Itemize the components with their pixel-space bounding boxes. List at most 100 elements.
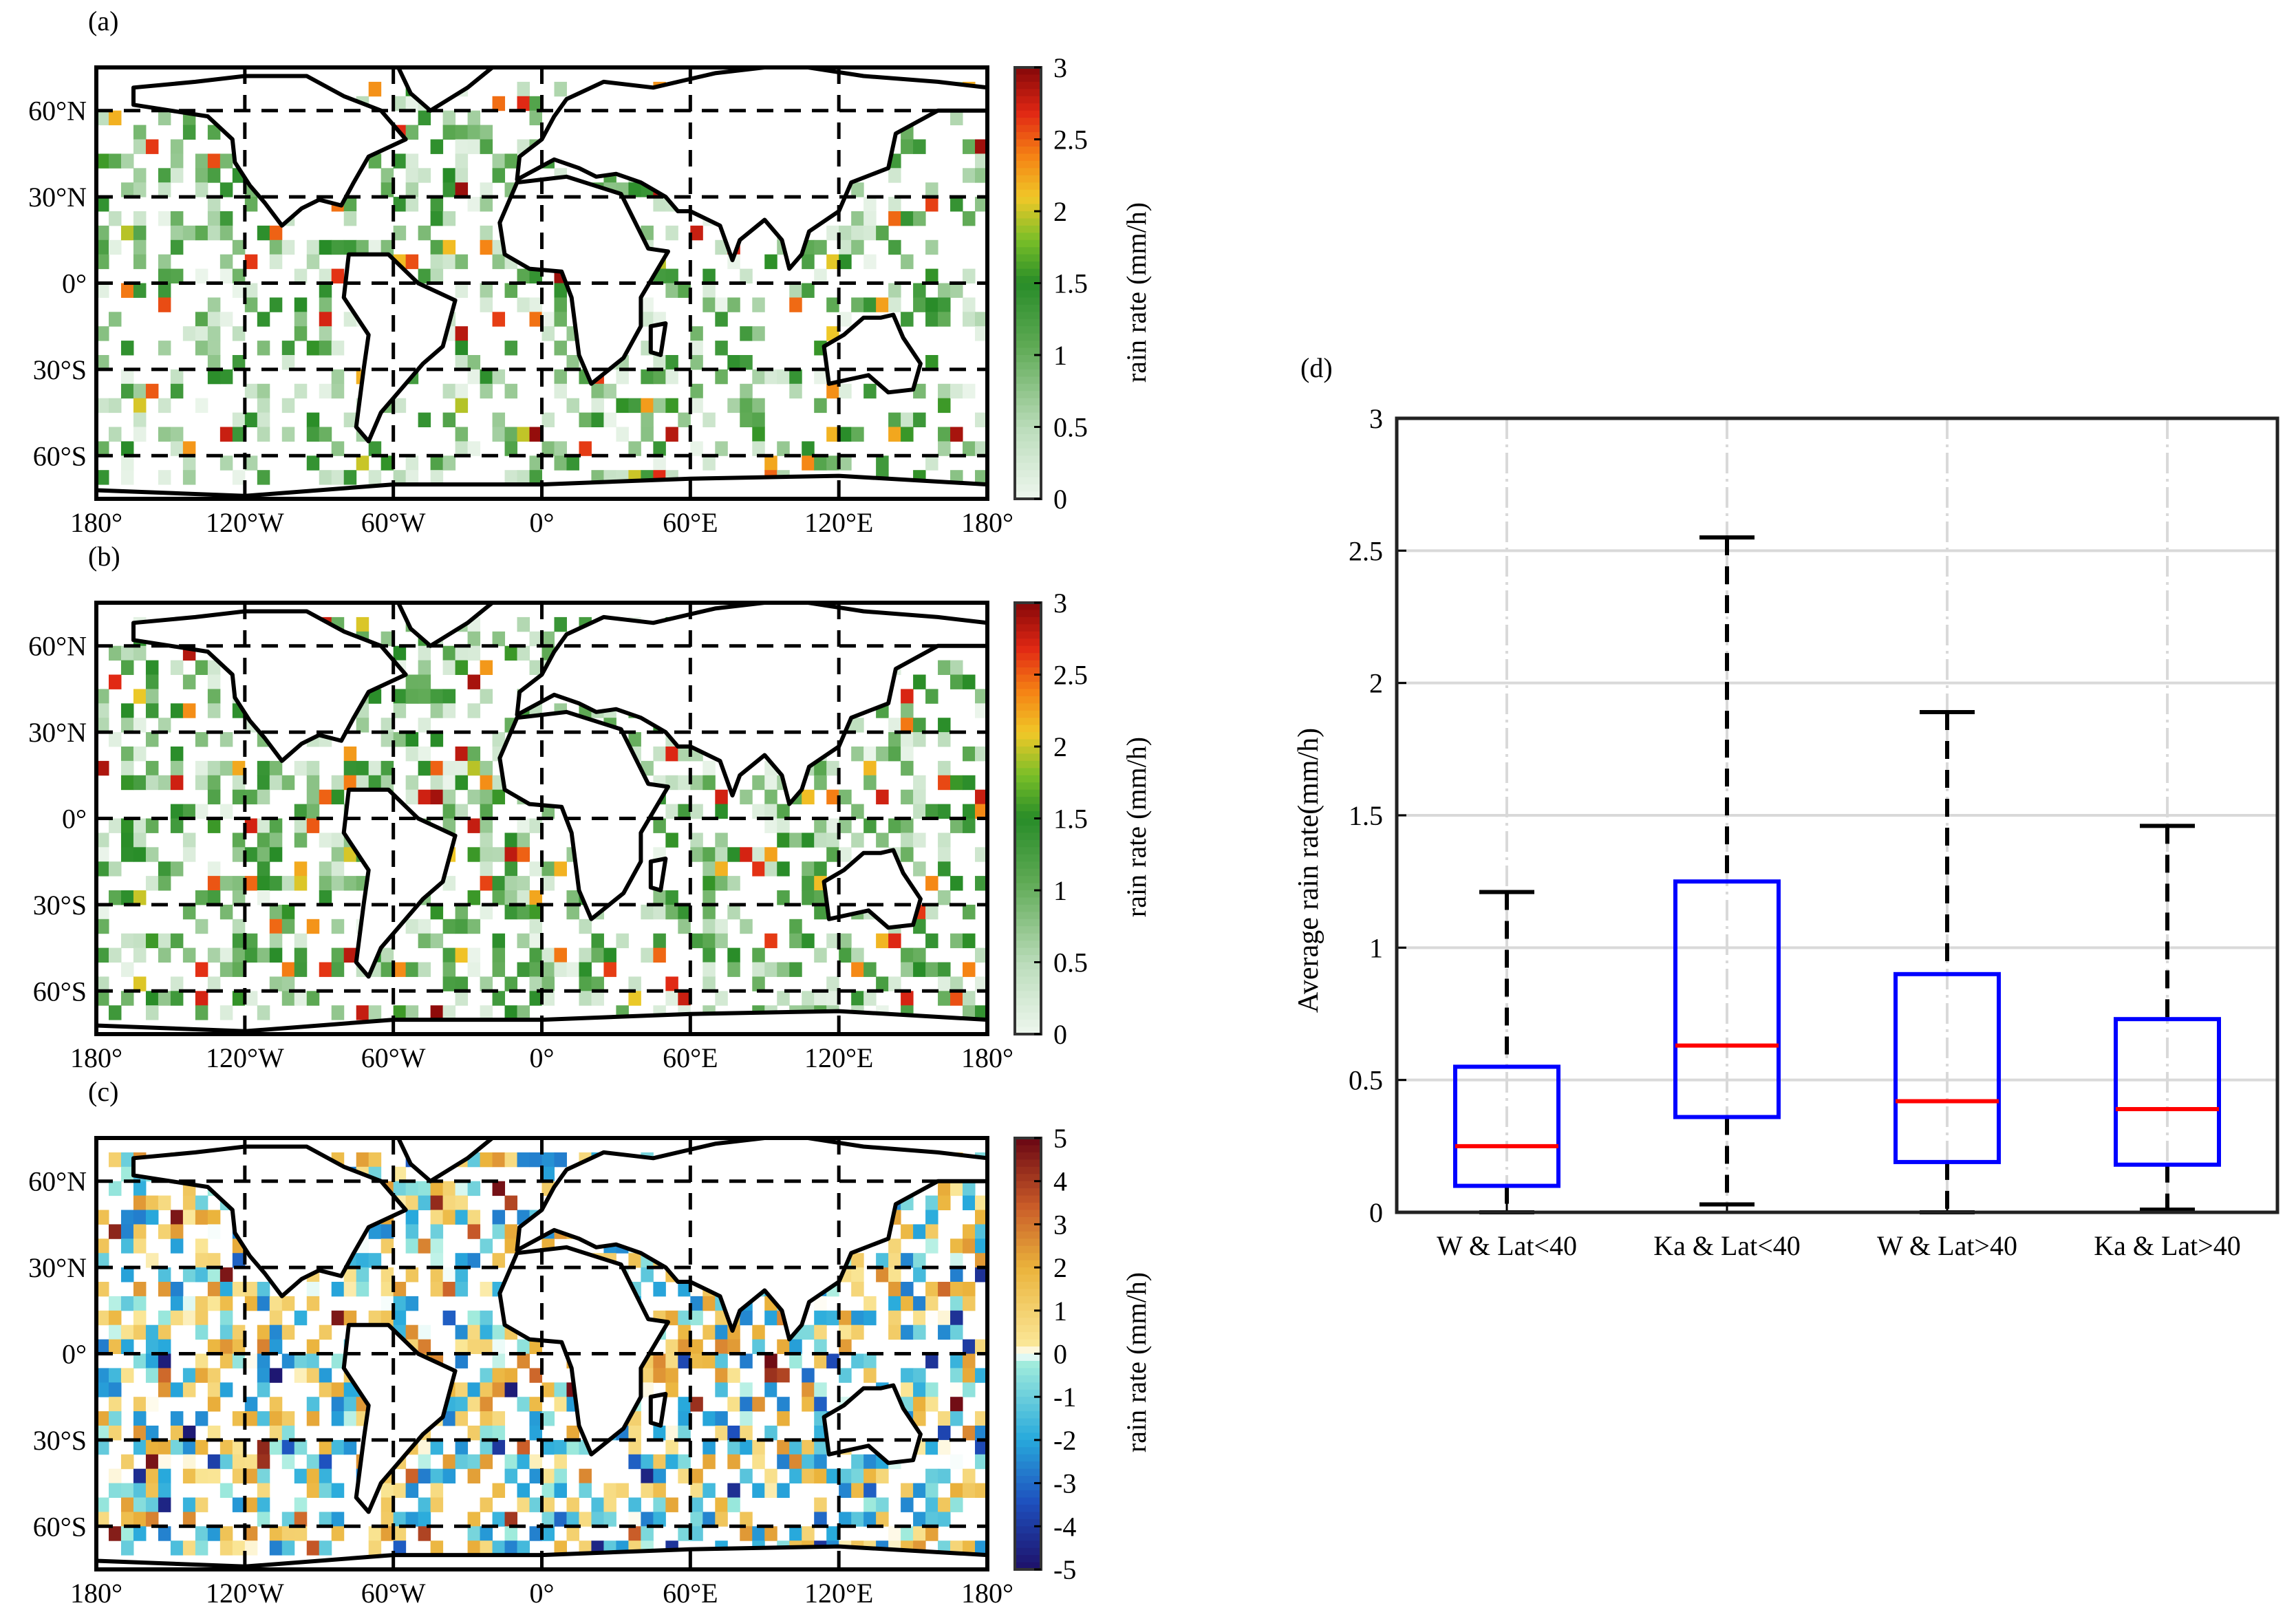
map-cell (331, 1397, 345, 1412)
colorbar-segment (1015, 1145, 1041, 1153)
map-cell (975, 804, 987, 819)
map-cell (96, 1426, 109, 1441)
map-cell (826, 455, 839, 471)
map-cell (839, 789, 852, 805)
map-cell (876, 1253, 889, 1268)
map-cell (207, 947, 221, 963)
colorbar-segment (1015, 448, 1041, 457)
map-cell (232, 933, 246, 949)
map-cell (244, 197, 258, 212)
map-cell (727, 1439, 740, 1455)
map-cell (678, 804, 691, 819)
map-cell (281, 919, 295, 934)
colorbar-segment (1015, 732, 1041, 740)
map-cell (938, 962, 951, 977)
map-cell (195, 1253, 208, 1268)
map-cell (863, 254, 877, 270)
colorbar-segment (1015, 941, 1041, 949)
map-cell (207, 674, 221, 689)
map-cell (467, 1426, 481, 1441)
map-cell (764, 789, 777, 805)
map-cell (492, 1324, 506, 1340)
map-cell (96, 1411, 109, 1426)
map-cell (182, 1195, 196, 1210)
map-cell (430, 1439, 444, 1455)
map-cell (232, 1339, 246, 1354)
map-cell (975, 1541, 987, 1556)
map-cell (442, 1468, 456, 1484)
map-cell (120, 933, 134, 949)
map-cell (257, 1368, 270, 1383)
colorbar-segment (1015, 146, 1041, 155)
map-cell (145, 1483, 159, 1498)
map-cell (950, 1238, 963, 1254)
map-cell (888, 211, 901, 226)
map-cell (480, 818, 493, 833)
map-cell (480, 775, 493, 791)
map-cell (975, 168, 987, 183)
map-cell (641, 1512, 654, 1527)
map-cell (839, 1468, 852, 1484)
colorbar-segment (1015, 1360, 1041, 1369)
map-cell (839, 254, 852, 270)
map-cell (950, 1368, 963, 1383)
map-cell (901, 211, 914, 226)
map-cell (678, 1339, 691, 1354)
colorbar-segment (1015, 153, 1041, 162)
map-cell (96, 1210, 109, 1225)
map-cell (232, 991, 246, 1006)
map-cell (789, 1454, 802, 1470)
map-cell (158, 470, 171, 485)
map-cell (740, 1397, 753, 1412)
colorbar-segment (1015, 747, 1041, 755)
map-cell (195, 1267, 208, 1282)
map-cell (678, 1426, 691, 1441)
map-cell (826, 225, 839, 241)
map-cell (628, 1253, 641, 1268)
map-cell (294, 326, 308, 341)
map-cell (145, 1368, 159, 1383)
map-cell (851, 427, 864, 442)
map-cell (306, 760, 320, 776)
map-cell (975, 1426, 987, 1441)
map-cell (480, 1497, 493, 1512)
map-cell (925, 182, 938, 197)
map-cell (975, 1253, 987, 1268)
map-cell (851, 833, 864, 848)
map-cell (826, 833, 839, 848)
map-cell (269, 976, 283, 991)
map-cell (195, 1238, 208, 1254)
map-cell (96, 225, 109, 241)
map-cell (158, 1454, 171, 1470)
map-cell (901, 1382, 914, 1397)
map-cell (467, 631, 481, 647)
map-cell (294, 933, 308, 949)
colorbar-tick-label: 2 (1053, 1252, 1067, 1283)
map-cell (380, 182, 394, 197)
map-cell (938, 976, 951, 991)
map-cell (195, 1468, 208, 1484)
colorbar-segment (1015, 624, 1041, 632)
map-cell (306, 1282, 320, 1297)
map-cell (120, 1324, 134, 1340)
map-cell (504, 470, 518, 485)
map-cell (529, 890, 542, 905)
map-cell (442, 1282, 456, 1297)
map-cell (108, 674, 122, 689)
map-cell (455, 1195, 469, 1210)
map-cell (158, 283, 171, 298)
map-cell (603, 383, 616, 399)
map-cell (529, 1368, 542, 1383)
xtick-label: Ka & Lat>40 (2094, 1230, 2241, 1261)
map-cell (777, 991, 790, 1006)
map-cell (380, 1238, 394, 1254)
map-cell (752, 441, 765, 456)
map-cell (938, 1181, 951, 1196)
map-cell (702, 876, 716, 891)
map-cell (244, 1282, 258, 1297)
map-cell (715, 991, 728, 1006)
map-cell (876, 1512, 889, 1527)
colorbar-segment (1015, 811, 1041, 819)
map-cell (591, 383, 604, 399)
map-cell (938, 297, 951, 312)
